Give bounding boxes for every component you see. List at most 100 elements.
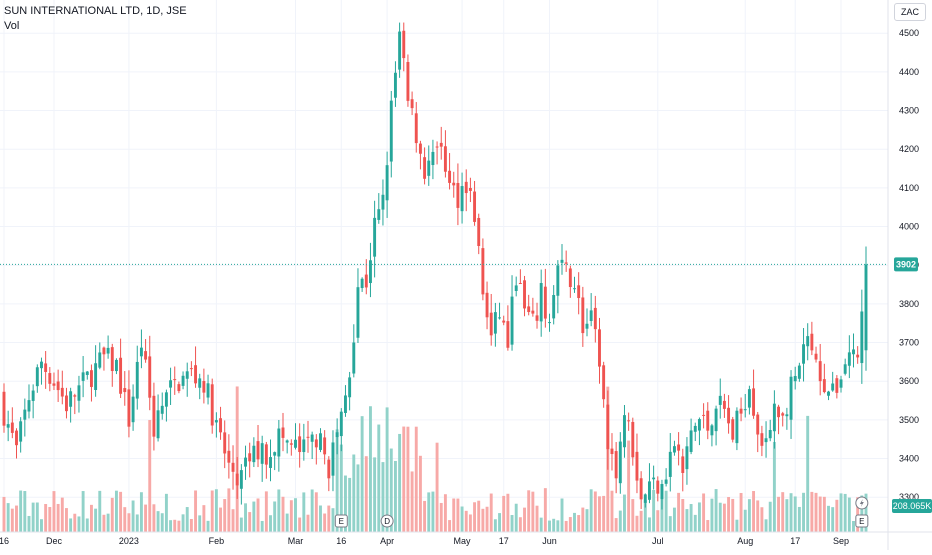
candle-body <box>731 419 735 440</box>
symbol-title[interactable]: SUN INTERNATIONAL LTD, 1D, JSE <box>4 5 187 17</box>
candle-body <box>672 446 676 453</box>
candle-body <box>431 151 435 166</box>
volume-bar <box>406 426 410 532</box>
candle-body <box>710 425 714 436</box>
volume-bar <box>548 520 551 532</box>
volume-bar <box>502 495 506 532</box>
volume-bar <box>814 492 818 532</box>
candle-body <box>102 347 106 355</box>
earnings-marker-box <box>334 514 348 528</box>
candle-body <box>510 296 514 345</box>
volume-bar <box>356 464 360 532</box>
volume-bar <box>710 498 714 532</box>
candle-body <box>369 260 372 284</box>
candle-body <box>552 295 556 319</box>
volume-bar <box>756 500 760 532</box>
volume-bar <box>381 462 385 532</box>
candle-body <box>344 395 347 413</box>
volume-bar <box>106 513 110 532</box>
candle-body <box>860 311 864 364</box>
time-tick-label: 17 <box>790 536 800 546</box>
candle-body <box>135 361 139 399</box>
time-tick-label: Dec <box>46 536 63 546</box>
candle-body <box>852 349 855 355</box>
volume-bar <box>52 491 56 532</box>
volume-bar <box>281 496 285 532</box>
last-volume-badge <box>892 499 932 513</box>
last-volume-label: 208.065K <box>893 501 932 511</box>
volume-bar <box>344 475 347 532</box>
candle-body <box>539 283 543 322</box>
volume-bar <box>810 491 814 532</box>
time-tick-label: 2023 <box>119 536 139 546</box>
volume-bar <box>231 509 235 532</box>
volume-bar <box>822 496 826 532</box>
volume-bar <box>60 497 64 532</box>
candle-body <box>31 390 35 401</box>
volume-bar <box>260 520 264 532</box>
volume-bar <box>139 492 143 532</box>
volume-bar <box>398 433 402 532</box>
volume-bar <box>339 444 343 532</box>
volume-bar <box>568 517 572 532</box>
candle-body <box>314 439 318 448</box>
volume-bar <box>510 515 514 532</box>
volume-bar <box>331 508 335 532</box>
candle-body <box>294 439 297 448</box>
candle-body <box>423 157 427 179</box>
candle-body <box>173 379 177 381</box>
candle-body <box>602 365 606 400</box>
volume-bar <box>672 507 676 532</box>
candle-body <box>485 292 489 318</box>
volume-bar <box>498 513 501 532</box>
volume-bar <box>198 515 202 532</box>
volume-bar <box>818 496 822 532</box>
candle-body <box>593 307 597 330</box>
candle-body <box>418 143 422 154</box>
volume-legend-label[interactable]: Vol <box>4 20 20 32</box>
volume-bar <box>402 426 406 532</box>
volume-bar <box>6 503 10 532</box>
candle-body <box>206 383 210 398</box>
volume-bar <box>31 502 35 532</box>
candle-body <box>81 372 85 381</box>
volume-bar <box>664 490 668 532</box>
volume-bar <box>531 491 535 532</box>
candle-body <box>10 422 14 433</box>
candle-body <box>181 375 185 386</box>
candle-body <box>685 446 689 470</box>
candle-body <box>244 457 247 467</box>
candle-body <box>65 395 68 412</box>
candle-body <box>160 405 164 414</box>
candle-body <box>52 383 56 386</box>
candle-body <box>389 100 393 162</box>
volume-bar <box>102 514 106 532</box>
volume-bar <box>777 496 780 532</box>
candle-body <box>285 440 289 443</box>
volume-bar <box>335 429 339 532</box>
candle-body <box>148 356 152 398</box>
volume-bar <box>847 497 851 532</box>
time-axis[interactable]: 16 Dec 2023 Feb Mar 16 Apr May 17 Jun Jul Aug 17 Sep <box>0 531 932 546</box>
candle-body <box>543 286 547 319</box>
candle-body <box>98 352 102 368</box>
volume-bar <box>77 516 81 532</box>
candle-body <box>739 408 743 414</box>
time-tick-label: 16 <box>0 536 9 546</box>
candle-body <box>781 413 785 416</box>
candle-body <box>760 433 764 446</box>
last-price-label: 3902 <box>896 259 916 269</box>
volume-bar <box>452 498 456 532</box>
volume-bar <box>177 520 181 532</box>
candle-body <box>810 333 814 351</box>
candle-body <box>198 378 202 388</box>
volume-bar <box>702 493 706 532</box>
price-axis[interactable]: 3300340035003600370038003900400041004200… <box>887 0 932 550</box>
volume-bar <box>489 493 493 532</box>
candle-body <box>6 424 10 428</box>
currency-button[interactable]: ZAC <box>894 3 926 21</box>
volume-bar <box>443 494 447 532</box>
